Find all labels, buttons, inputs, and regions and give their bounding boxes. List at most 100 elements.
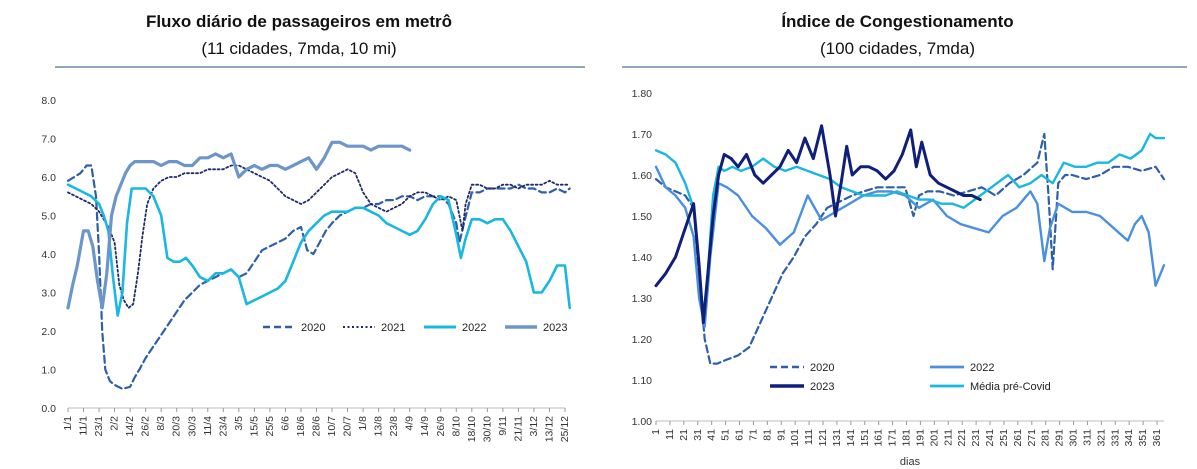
left-title-rule (55, 66, 585, 68)
left-x-tick-label: 8/3 (155, 416, 167, 431)
right-x-tick-label: 1 (650, 429, 662, 435)
left-y-tick-label: 8.0 (41, 95, 56, 107)
right-y-tick-label: 1.60 (632, 170, 653, 182)
left-chart-subtitle: (11 cidades, 7mda, 10 mi) (201, 39, 397, 58)
right-x-tick-label: 101 (789, 429, 801, 447)
right-x-tick-label: 351 (1137, 429, 1149, 447)
right-x-tick-label: 211 (942, 429, 954, 446)
right-x-tick-label: 131 (831, 429, 843, 447)
right-legend-label-2022: 2022 (970, 362, 994, 374)
right-x-tick-label: 191 (914, 429, 926, 447)
right-x-tick-label: 41 (706, 429, 718, 441)
left-series-2023-line (66, 140, 412, 310)
left-x-tick-label: 30/3 (186, 416, 198, 437)
left-y-tick-label: 1.0 (41, 365, 56, 377)
right-x-tick-label: 221 (956, 429, 968, 447)
left-y-tick-label: 6.0 (41, 172, 56, 184)
left-x-tick-label: 3/5 (233, 416, 245, 431)
left-x-tick-label: 11/1 (78, 416, 90, 436)
right-x-tick-label: 51 (720, 429, 732, 441)
right-chart-subtitle: (100 cidades, 7mda) (820, 39, 975, 58)
right-series-m-dia-pr-covid-line (654, 132, 1166, 320)
left-x-tick-label: 23/8 (388, 416, 400, 437)
left-x-tick-label: 13/12 (543, 416, 555, 442)
left-legend-label-2022: 2022 (462, 322, 486, 334)
right-x-tick-label: 171 (887, 429, 899, 447)
right-x-tick-label: 61 (734, 429, 746, 441)
right-x-tick-label: 251 (998, 429, 1010, 447)
right-line-chart: 1.001.101.201.301.401.501.601.701.801 11 2… (632, 88, 1166, 468)
right-x-axis-title: dias (900, 456, 921, 468)
right-series-2022-line (654, 165, 1166, 328)
left-x-tick-label: 2/2 (109, 416, 121, 431)
right-x-tick-label: 341 (1123, 429, 1135, 447)
right-x-tick-label: 241 (984, 429, 996, 447)
right-x-tick-label: 331 (1109, 429, 1121, 447)
right-y-tick-label: 1.80 (632, 88, 653, 100)
right-x-tick-label: 291 (1054, 429, 1066, 447)
right-legend-label-2023: 2023 (810, 381, 834, 393)
left-series-2022-line (66, 183, 572, 317)
right-y-tick-label: 1.20 (632, 334, 653, 346)
left-chart-panel: Fluxo diário de passageiros em metrô (11… (0, 0, 598, 469)
right-series-2020-line (654, 132, 1166, 365)
left-legend-label-2021: 2021 (381, 322, 405, 334)
left-x-tick-label: 25/12 (559, 416, 571, 442)
left-legend-label-2023: 2023 (543, 322, 567, 334)
right-x-tick-label: 321 (1095, 429, 1107, 447)
left-legend-label-2020: 2020 (301, 322, 325, 334)
right-y-tick-label: 1.50 (632, 211, 653, 223)
left-x-tick-label: 10/7 (326, 416, 338, 437)
left-x-tick-label: 1/8 (357, 416, 369, 431)
right-x-tick-label: 21 (678, 429, 690, 441)
right-x-tick-label: 91 (775, 429, 787, 441)
left-y-tick-label: 0.0 (41, 403, 56, 415)
left-chart-title: Fluxo diário de passageiros em metrô (145, 12, 453, 31)
left-x-tick-label: 13/8 (373, 416, 385, 437)
right-series-2023-line (654, 124, 982, 325)
right-y-tick-label: 1.40 (632, 252, 653, 264)
left-x-tick-label: 15/5 (248, 416, 260, 437)
right-x-tick-label: 111 (803, 429, 815, 445)
left-x-tick-label: 23/1 (93, 416, 105, 437)
right-y-tick-label: 1.70 (632, 129, 653, 141)
left-x-tick-label: 11/4 (202, 416, 214, 436)
left-x-tick-label: 21/11 (512, 416, 524, 442)
left-x-tick-label: 20/3 (171, 416, 183, 437)
left-x-tick-label: 3/12 (528, 416, 540, 437)
left-y-tick-label: 2.0 (41, 326, 56, 338)
right-x-tick-label: 121 (817, 429, 829, 447)
right-y-tick-label: 1.10 (632, 375, 653, 387)
right-y-tick-label: 1.00 (632, 416, 653, 428)
left-y-tick-label: 3.0 (41, 288, 56, 300)
right-legend-label-m-dia-pr-covid: Média pré-Covid (970, 381, 1051, 393)
right-x-tick-label: 31 (692, 429, 704, 441)
right-legend-label-2020: 2020 (810, 362, 834, 374)
left-x-tick-label: 8/10 (450, 416, 462, 437)
left-x-tick-label: 30/10 (481, 416, 493, 442)
left-x-tick-label: 18/10 (466, 416, 478, 442)
left-y-tick-label: 7.0 (41, 134, 56, 146)
left-series-2021-line (67, 164, 571, 309)
left-x-tick-label: 1/1 (62, 416, 74, 431)
right-x-tick-label: 71 (747, 429, 759, 441)
right-x-tick-label: 161 (873, 429, 885, 447)
right-x-tick-label: 361 (1151, 429, 1163, 447)
right-x-tick-label: 11 (664, 429, 676, 440)
left-x-tick-label: 14/2 (124, 416, 136, 437)
left-x-tick-label: 26/9 (435, 416, 447, 437)
left-x-tick-label: 6/6 (279, 416, 291, 431)
left-x-tick-label: 9/11 (497, 416, 509, 436)
right-title-rule (622, 66, 1187, 68)
right-x-tick-label: 301 (1068, 429, 1080, 447)
left-x-tick-label: 20/7 (342, 416, 354, 437)
left-x-tick-label: 18/6 (295, 416, 307, 437)
right-x-tick-label: 151 (859, 429, 871, 447)
left-x-tick-label: 28/6 (311, 416, 323, 437)
right-chart-title: Índice de Congestionamento (781, 12, 1014, 31)
left-x-tick-label: 23/4 (217, 416, 229, 437)
right-x-tick-label: 181 (901, 429, 913, 447)
left-y-tick-label: 4.0 (41, 249, 56, 261)
right-y-tick-label: 1.30 (632, 293, 653, 305)
right-x-tick-label: 281 (1040, 429, 1052, 447)
